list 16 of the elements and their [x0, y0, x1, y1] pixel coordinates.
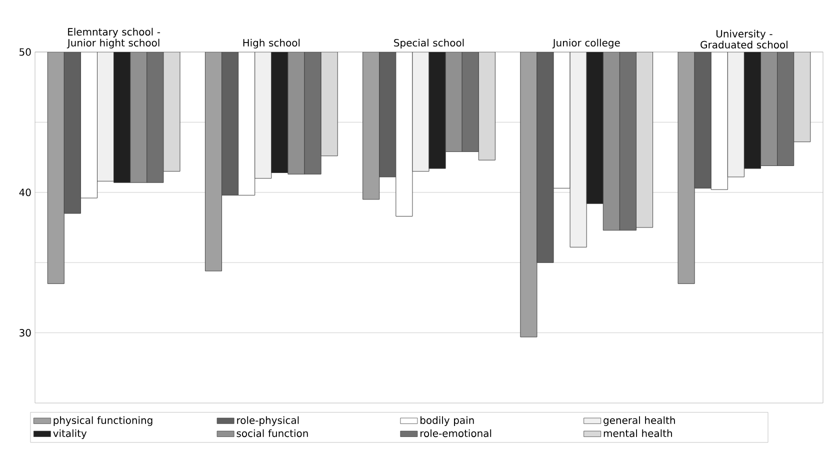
y-tick-label: 30 [20, 329, 31, 337]
legend-label: bodily pain [420, 416, 474, 426]
legend-label: general health [604, 416, 675, 426]
legend-label: role-physical [237, 416, 299, 426]
x-tick-label: Elemntary school - Junior hight school [66, 28, 160, 48]
legend-label: physical functioning [54, 416, 152, 426]
x-tick-label: Junior college [552, 38, 620, 48]
legend-label: role-emotional [420, 429, 492, 438]
legend-label: mental health [604, 429, 672, 438]
y-tick-label: 40 [19, 188, 31, 196]
y-tick-label: 50 [20, 48, 31, 56]
x-tick-label: University - Graduated school [700, 30, 788, 48]
x-tick-label: Special school [394, 38, 464, 48]
legend-label: social function [236, 429, 308, 438]
x-tick-label: High school [243, 38, 300, 48]
legend-label: vitality [53, 429, 87, 440]
